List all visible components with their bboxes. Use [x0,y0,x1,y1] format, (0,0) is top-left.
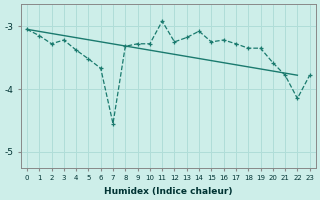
X-axis label: Humidex (Indice chaleur): Humidex (Indice chaleur) [104,187,233,196]
